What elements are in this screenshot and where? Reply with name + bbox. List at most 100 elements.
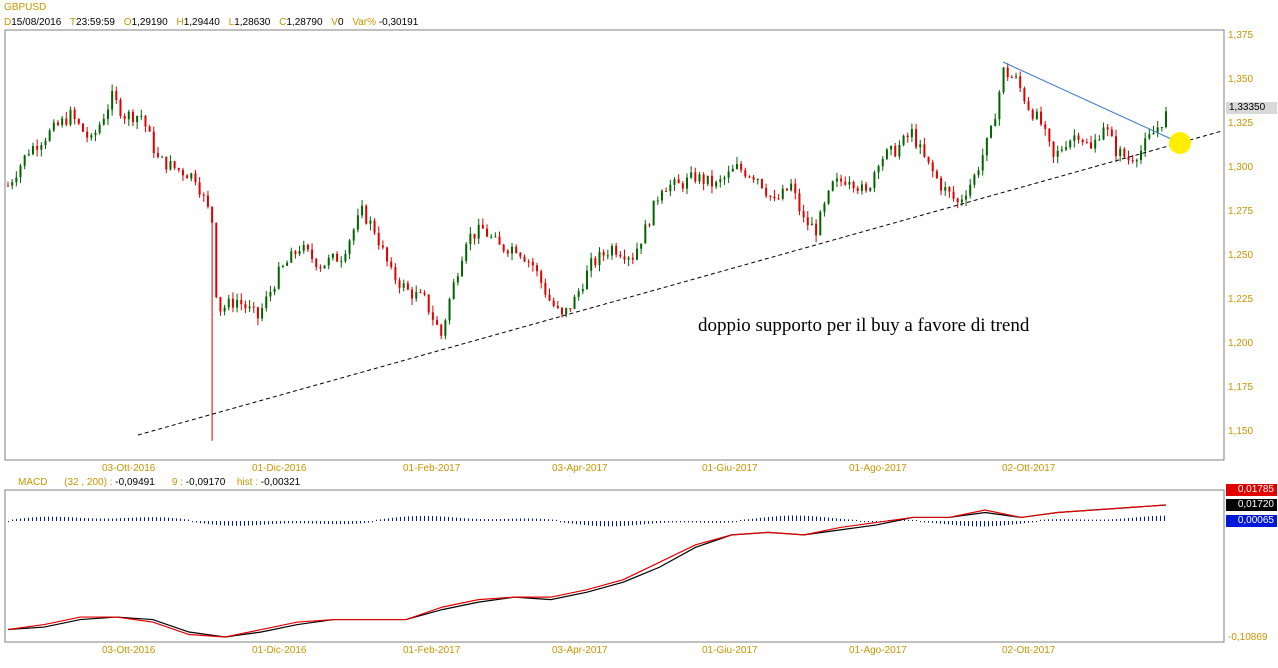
candle-body <box>1102 127 1105 140</box>
candle-body <box>723 177 726 180</box>
macd-hist-bar <box>912 519 913 521</box>
candle-body <box>31 146 34 155</box>
macd-hist-bar <box>756 518 757 521</box>
candle-body <box>977 170 980 176</box>
macd-hist-bar <box>452 517 453 521</box>
candle-body <box>65 118 68 125</box>
candle-body <box>1135 160 1138 162</box>
candle-body <box>15 177 18 183</box>
macd-hist-bar <box>908 519 909 521</box>
candle-body <box>415 292 418 299</box>
candle-body <box>790 183 793 191</box>
candle-body <box>536 265 539 272</box>
candle-body <box>406 283 409 290</box>
macd-hist-bar <box>112 518 113 521</box>
candle-body <box>748 176 751 178</box>
signal-marker[interactable] <box>1169 132 1191 154</box>
macd-hist-bar <box>228 521 229 526</box>
candle-body <box>248 306 251 309</box>
candle-body <box>852 181 855 189</box>
candlestick-series <box>7 63 1167 441</box>
candle-body <box>1131 160 1134 162</box>
macd-hist-bar <box>36 517 37 521</box>
macd-hist-bar <box>212 521 213 525</box>
macd-hist-bar <box>304 521 305 524</box>
support-trendline[interactable] <box>137 130 1223 436</box>
macd-hist-bar <box>820 516 821 521</box>
resistance-trendline[interactable] <box>1002 61 1181 144</box>
macd-hist-bar <box>232 521 233 526</box>
macd-hist-bar <box>324 521 325 524</box>
macd-hist-bar <box>776 516 777 521</box>
candle-body <box>765 187 768 196</box>
candle-body <box>1160 127 1163 129</box>
candle-body <box>331 253 334 258</box>
candle-body <box>802 211 805 218</box>
macd-hist-bar <box>1040 519 1041 521</box>
macd-hist-bar <box>1012 521 1013 525</box>
candle-body <box>960 199 963 203</box>
macd-hist-bar <box>140 517 141 521</box>
candle-body <box>519 252 522 257</box>
macd-hist-bar <box>148 517 149 521</box>
candle-body <box>340 261 343 263</box>
macd-hist-bar <box>800 515 801 521</box>
candle-body <box>373 220 376 233</box>
macd-hist-bar <box>1020 521 1021 524</box>
candle-body <box>236 300 239 308</box>
macd-hist-bar <box>920 521 921 523</box>
macd-hist-bar <box>604 521 605 527</box>
macd-hist-bar <box>584 521 585 526</box>
candle-body <box>94 132 97 136</box>
macd-hist-bar <box>116 518 117 521</box>
candle-body <box>215 222 218 298</box>
candle-body <box>565 308 568 315</box>
y-tick-label: 1,175 <box>1228 382 1254 393</box>
candle-body <box>615 245 618 255</box>
macd-hist-bar <box>1108 519 1109 521</box>
candle-body <box>544 282 547 295</box>
macd-hist-bar <box>692 521 693 523</box>
candle-body <box>131 111 134 123</box>
macd-hist-bar <box>12 519 13 521</box>
candle-body <box>327 257 330 266</box>
candle-body <box>190 173 193 179</box>
macd-hist-bar <box>136 517 137 521</box>
candle-body <box>710 175 713 187</box>
candle-body <box>240 300 243 305</box>
candle-body <box>1056 150 1059 157</box>
macd-hist-bar <box>392 517 393 521</box>
x-tick-label: 01-Ago-2017 <box>849 463 907 474</box>
macd-hist-bar <box>416 515 417 521</box>
candle-body <box>673 179 676 185</box>
candle-body <box>731 168 734 172</box>
macd-hist-bar <box>320 521 321 524</box>
high-label: H <box>176 17 184 28</box>
macd-hist-bar <box>20 518 21 521</box>
candle-body <box>436 319 439 325</box>
macd-hist-bar <box>528 518 529 521</box>
macd-hist-bar <box>856 519 857 521</box>
macd-hist-bar <box>264 521 265 525</box>
candle-body <box>361 205 364 216</box>
macd-hist-bar <box>672 521 673 523</box>
candle-body <box>1098 139 1101 141</box>
macd-hist-bar <box>1060 519 1061 521</box>
macd-hist-bar <box>284 521 285 524</box>
candle-body <box>256 307 259 319</box>
candle-body <box>827 190 830 204</box>
candle-body <box>702 174 705 184</box>
candle-body <box>556 305 559 308</box>
macd-hist-bar <box>988 521 989 527</box>
candle-body <box>894 145 897 157</box>
macd-hist-bar <box>1104 519 1105 521</box>
macd-hist-bar <box>992 521 993 527</box>
macd-hist-bar <box>352 521 353 524</box>
candle-body <box>490 236 493 238</box>
macd-hist-bar <box>1148 516 1149 521</box>
macd-hist-bar <box>240 521 241 526</box>
candle-body <box>223 307 226 312</box>
low-label: L <box>228 17 235 28</box>
x-tick-label: 03-Ott-2016 <box>102 463 156 474</box>
